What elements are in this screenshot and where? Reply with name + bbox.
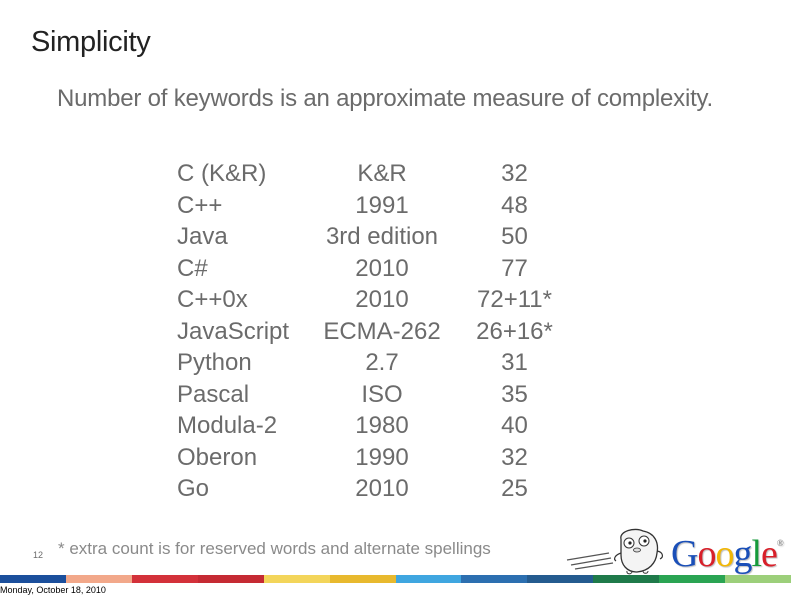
color-bar-segment (461, 575, 528, 583)
version-cell: 1990 (355, 443, 409, 471)
language-cell: JavaScript (177, 317, 290, 345)
language-cell: C# (177, 254, 208, 282)
table-row: C# 2010 77 (177, 253, 582, 285)
version-cell: ISO (361, 380, 403, 408)
keyword-table: C (K&R) K&R 32 C++ 1991 48 Java 3rd edition 50 C#… (177, 158, 582, 505)
keyword-count-cell: 48 (501, 191, 528, 219)
keyword-count-cell: 26+16* (476, 317, 553, 345)
version-cell: 2010 (355, 475, 409, 502)
language-cell: Go (177, 475, 210, 502)
version-cell: 2010 (355, 286, 409, 313)
color-bar-segment (395, 575, 462, 583)
table-row: Go 2010 25 (177, 473, 582, 505)
version-cell: K&R (357, 160, 407, 187)
color-bar-segment (527, 575, 594, 583)
keyword-count-cell: 35 (501, 380, 528, 408)
google-logo: Google® (671, 533, 784, 575)
version-cell: 2.7 (365, 349, 399, 376)
keyword-count-cell: 77 (501, 254, 528, 282)
language-cell: C++ (177, 191, 223, 219)
logo-letter: G (671, 533, 698, 575)
table-row: Oberon 1990 32 (177, 442, 582, 474)
table-row: C (K&R) K&R 32 (177, 158, 582, 190)
slide-title: Simplicity (31, 26, 151, 58)
slide-number: 12 (33, 550, 44, 560)
color-bar-segment (329, 575, 396, 583)
logo-letter: o (697, 533, 716, 575)
keyword-count-cell: 32 (501, 160, 528, 187)
language-cell: Python (177, 349, 252, 376)
keyword-count-cell: 72+11* (477, 286, 552, 313)
color-bar-segment (0, 575, 66, 583)
version-cell: 1980 (355, 412, 409, 439)
version-cell: 1991 (355, 191, 409, 219)
logo-letter: g (733, 533, 752, 575)
version-cell: 3rd edition (325, 223, 439, 250)
version-cell: 2010 (355, 254, 409, 282)
date-footer: Monday, October 18, 2010 (0, 585, 106, 595)
color-bar-segment (65, 575, 132, 583)
color-bar-segment (593, 575, 660, 583)
keyword-count-cell: 32 (501, 443, 528, 471)
language-cell: Oberon (177, 443, 258, 471)
version-cell: ECMA-262 (323, 317, 441, 345)
logo-letter: e (761, 533, 778, 575)
keyword-count-cell: 25 (501, 475, 528, 502)
keyword-count-cell: 40 (501, 412, 528, 439)
table-row: JavaScript ECMA-262 26+16* (177, 316, 582, 348)
color-bar-segment (725, 575, 791, 583)
logo-letter: l (751, 533, 762, 575)
footnote: * extra count is for reserved words and … (58, 539, 491, 558)
table-row: Modula-2 1980 40 (177, 410, 582, 442)
table-row: Pascal ISO 35 (177, 379, 582, 411)
logo-letter: o (715, 533, 734, 575)
language-cell: Pascal (177, 380, 250, 408)
table-row: Java 3rd edition 50 (177, 221, 582, 253)
language-cell: Java (177, 223, 228, 250)
color-bar-segment (197, 575, 264, 583)
language-cell: Modula-2 (177, 412, 278, 439)
language-cell: C++0x (177, 286, 248, 313)
color-bar-segment (263, 575, 330, 583)
table-row: Python 2.7 31 (177, 347, 582, 379)
table-row: C++0x 2010 72+11* (177, 284, 582, 316)
slide-subtitle: Number of keywords is an approximate mea… (57, 85, 714, 112)
gopher-mascot-icon (566, 528, 663, 575)
table-row: C++ 1991 48 (177, 190, 582, 222)
color-bar-segment (659, 575, 726, 583)
keyword-count-cell: 31 (501, 349, 528, 376)
footer-color-bar (0, 575, 791, 583)
color-bar-segment (131, 575, 198, 583)
keyword-count-cell: 50 (501, 223, 528, 250)
language-cell: C (K&R) (177, 160, 267, 187)
